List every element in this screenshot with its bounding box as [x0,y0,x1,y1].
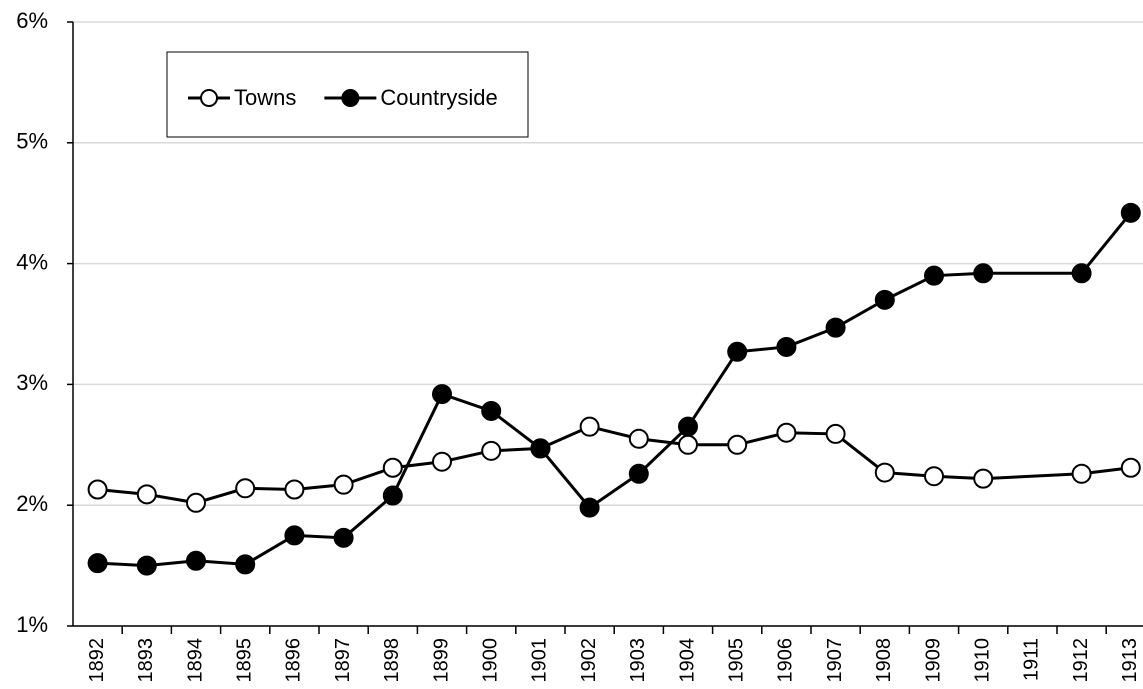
y-tick-label: 1% [16,612,48,637]
marker [727,434,748,455]
marker [235,554,256,575]
marker [186,492,206,513]
marker [382,485,403,506]
marker [432,451,452,472]
marker [530,438,551,459]
marker [136,555,157,576]
marker [136,484,157,505]
y-tick-label: 5% [16,129,48,154]
x-tick-label: 1899 [430,638,452,683]
marker [432,384,452,405]
x-tick-label: 1907 [824,638,846,683]
legend-marker [200,89,218,107]
x-tick-label: 1898 [381,638,403,683]
marker [825,317,846,338]
x-tick-label: 1905 [725,638,747,683]
marker [874,462,895,483]
marker [628,428,649,449]
marker [924,466,944,487]
marker [579,497,600,518]
marker [481,440,502,461]
x-tick-label: 1904 [676,638,698,683]
x-tick-label: 1911 [1021,638,1043,681]
marker [1120,202,1141,223]
x-tick-label: 1902 [578,638,600,683]
marker [924,265,944,286]
marker [1120,457,1141,478]
marker [874,289,895,310]
x-tick-label: 1913 [1119,638,1141,683]
legend-label: Towns [234,85,296,110]
marker [87,553,108,574]
x-tick-label: 1895 [233,638,255,683]
y-tick-label: 2% [16,491,48,516]
marker [776,336,797,357]
y-tick-label: 3% [16,370,48,395]
legend: Towns Countryside [166,51,529,138]
x-tick-label: 1900 [479,638,501,683]
x-tick-label: 1903 [627,638,649,683]
marker [284,525,305,546]
legend-marker [341,89,360,107]
x-tick-label: 1909 [922,638,944,683]
x-tick-label: 1893 [135,638,157,683]
x-tick-label: 1906 [775,638,797,683]
marker [727,341,748,362]
x-tick-label: 1901 [529,638,551,683]
marker [973,263,994,284]
marker [382,457,403,478]
x-tick-label: 1896 [283,638,305,683]
marker [87,479,108,500]
marker [284,479,305,500]
marker [235,478,256,499]
marker [333,527,354,548]
marker [973,468,994,489]
series-line [97,211,1132,568]
x-tick-label: 1897 [332,638,354,683]
x-tick-label: 1908 [873,638,895,683]
x-tick-label: 1894 [184,638,206,683]
y-tick-label: 6% [16,8,48,33]
x-tick-label: 1912 [1070,638,1092,683]
marker [579,416,600,437]
legend-label: Countryside [380,85,497,110]
gap-connector [983,472,1082,481]
marker [776,422,797,443]
marker [678,416,698,437]
marker [1071,463,1092,484]
marker [628,463,649,484]
y-tick-label: 4% [16,249,48,274]
x-tick-label: 1892 [86,638,108,683]
marker [678,434,698,455]
marker [186,550,206,571]
marker [825,423,846,444]
marker [333,474,354,495]
x-tick-label: 1910 [971,638,993,683]
marker [1071,263,1092,284]
marker [481,400,502,421]
